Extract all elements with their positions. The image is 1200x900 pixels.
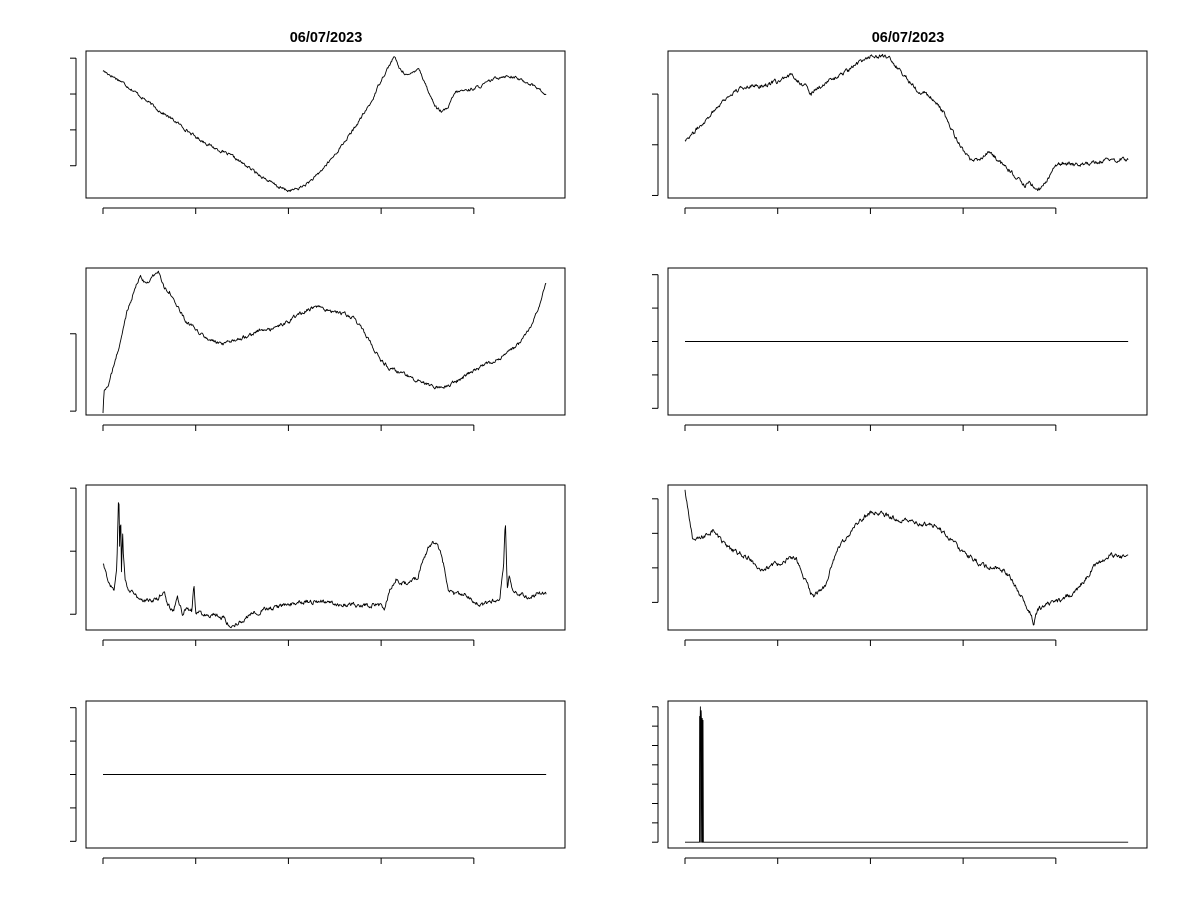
plot-frame xyxy=(667,50,1148,199)
series-line-pres xyxy=(102,270,547,414)
plot-frame xyxy=(667,700,1148,849)
plot-frame xyxy=(85,700,566,849)
plot-frame xyxy=(667,484,1148,631)
series-line-rh xyxy=(684,53,1129,192)
panel-liquid xyxy=(70,700,566,864)
panel-rh xyxy=(652,50,1148,214)
series-line-tamb xyxy=(102,56,547,193)
plot-frame xyxy=(85,267,566,416)
panels xyxy=(70,50,1148,864)
plot-frame xyxy=(85,50,566,199)
panel-tamb xyxy=(70,50,566,214)
title-left: 06/07/2023 xyxy=(290,30,363,46)
series-line-vapor xyxy=(684,489,1129,626)
title-right: 06/07/2023 xyxy=(872,30,945,46)
panel-vapor xyxy=(652,484,1148,646)
series-line-cloud xyxy=(685,706,1129,843)
plot-frame xyxy=(85,484,566,631)
panel-cloud xyxy=(652,700,1148,864)
series-line-tir xyxy=(102,502,547,629)
panel-pres xyxy=(70,267,566,431)
panel-tir xyxy=(70,484,566,646)
plot-frame xyxy=(667,267,1148,416)
panel-rain xyxy=(652,267,1148,431)
